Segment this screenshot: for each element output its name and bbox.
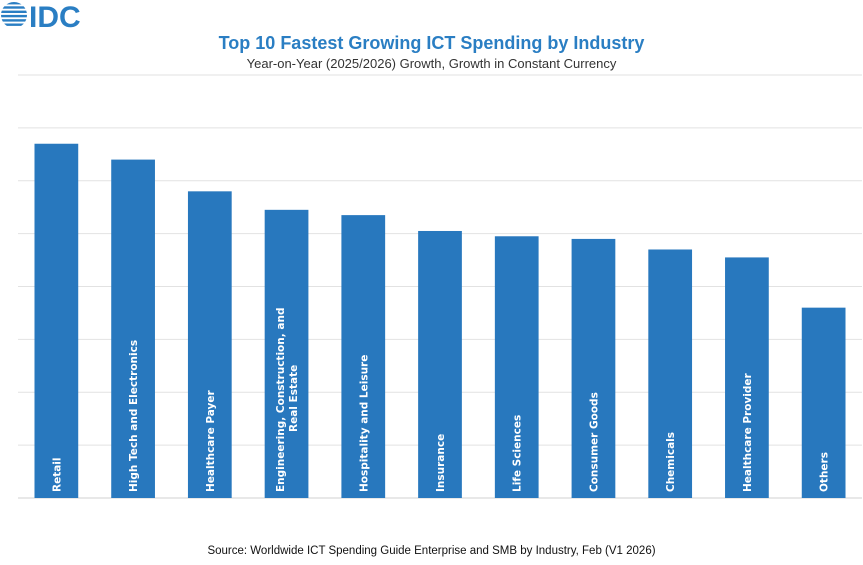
bar-hospitality-and-leisure <box>341 215 386 498</box>
bar-retail <box>34 143 79 499</box>
bar-label: Others <box>819 452 831 492</box>
bar-chart: Retail High Tech and Electronics Healthcar… <box>18 74 862 499</box>
bars <box>34 143 846 499</box>
bar-label: High Tech and Electronics <box>128 340 140 492</box>
globe-icon <box>1 2 27 26</box>
bar-healthcare-payer <box>187 191 232 498</box>
bar-label: Insurance <box>435 434 447 492</box>
chart-subtitle: Year-on-Year (2025/2026) Growth, Growth … <box>246 56 617 71</box>
bar-insurance <box>418 230 462 498</box>
bar-label: Retail <box>51 457 63 492</box>
idc-logo: IDC <box>0 0 100 36</box>
bar-chemicals <box>648 249 693 498</box>
chart-title: Top 10 Fastest Growing ICT Spending by I… <box>218 33 645 53</box>
bar-label: Engineering, Construction, andReal Estat… <box>275 308 300 492</box>
source-note: Source: Worldwide ICT Spending Guide Ent… <box>207 545 656 557</box>
bar-others <box>801 307 846 498</box>
bar-label: Hospitality and Leisure <box>358 355 370 492</box>
bar-label: Healthcare Payer <box>205 390 217 492</box>
bar-label: Healthcare Provider <box>742 372 754 492</box>
bar-high-tech-and-electronics <box>111 159 155 498</box>
bar-label: Chemicals <box>665 432 677 492</box>
bar-life-sciences <box>494 236 539 499</box>
bar-label: Consumer Goods <box>588 392 600 492</box>
logo-text: IDC <box>29 1 81 34</box>
bar-labels: Retail High Tech and Electronics Healthcar… <box>51 308 830 492</box>
bar-healthcare-provider <box>725 257 769 498</box>
bar-label: Life Sciences <box>512 415 524 492</box>
bar-consumer-goods <box>571 238 616 498</box>
bar-engineering-construction-and-real-estate <box>264 209 309 499</box>
